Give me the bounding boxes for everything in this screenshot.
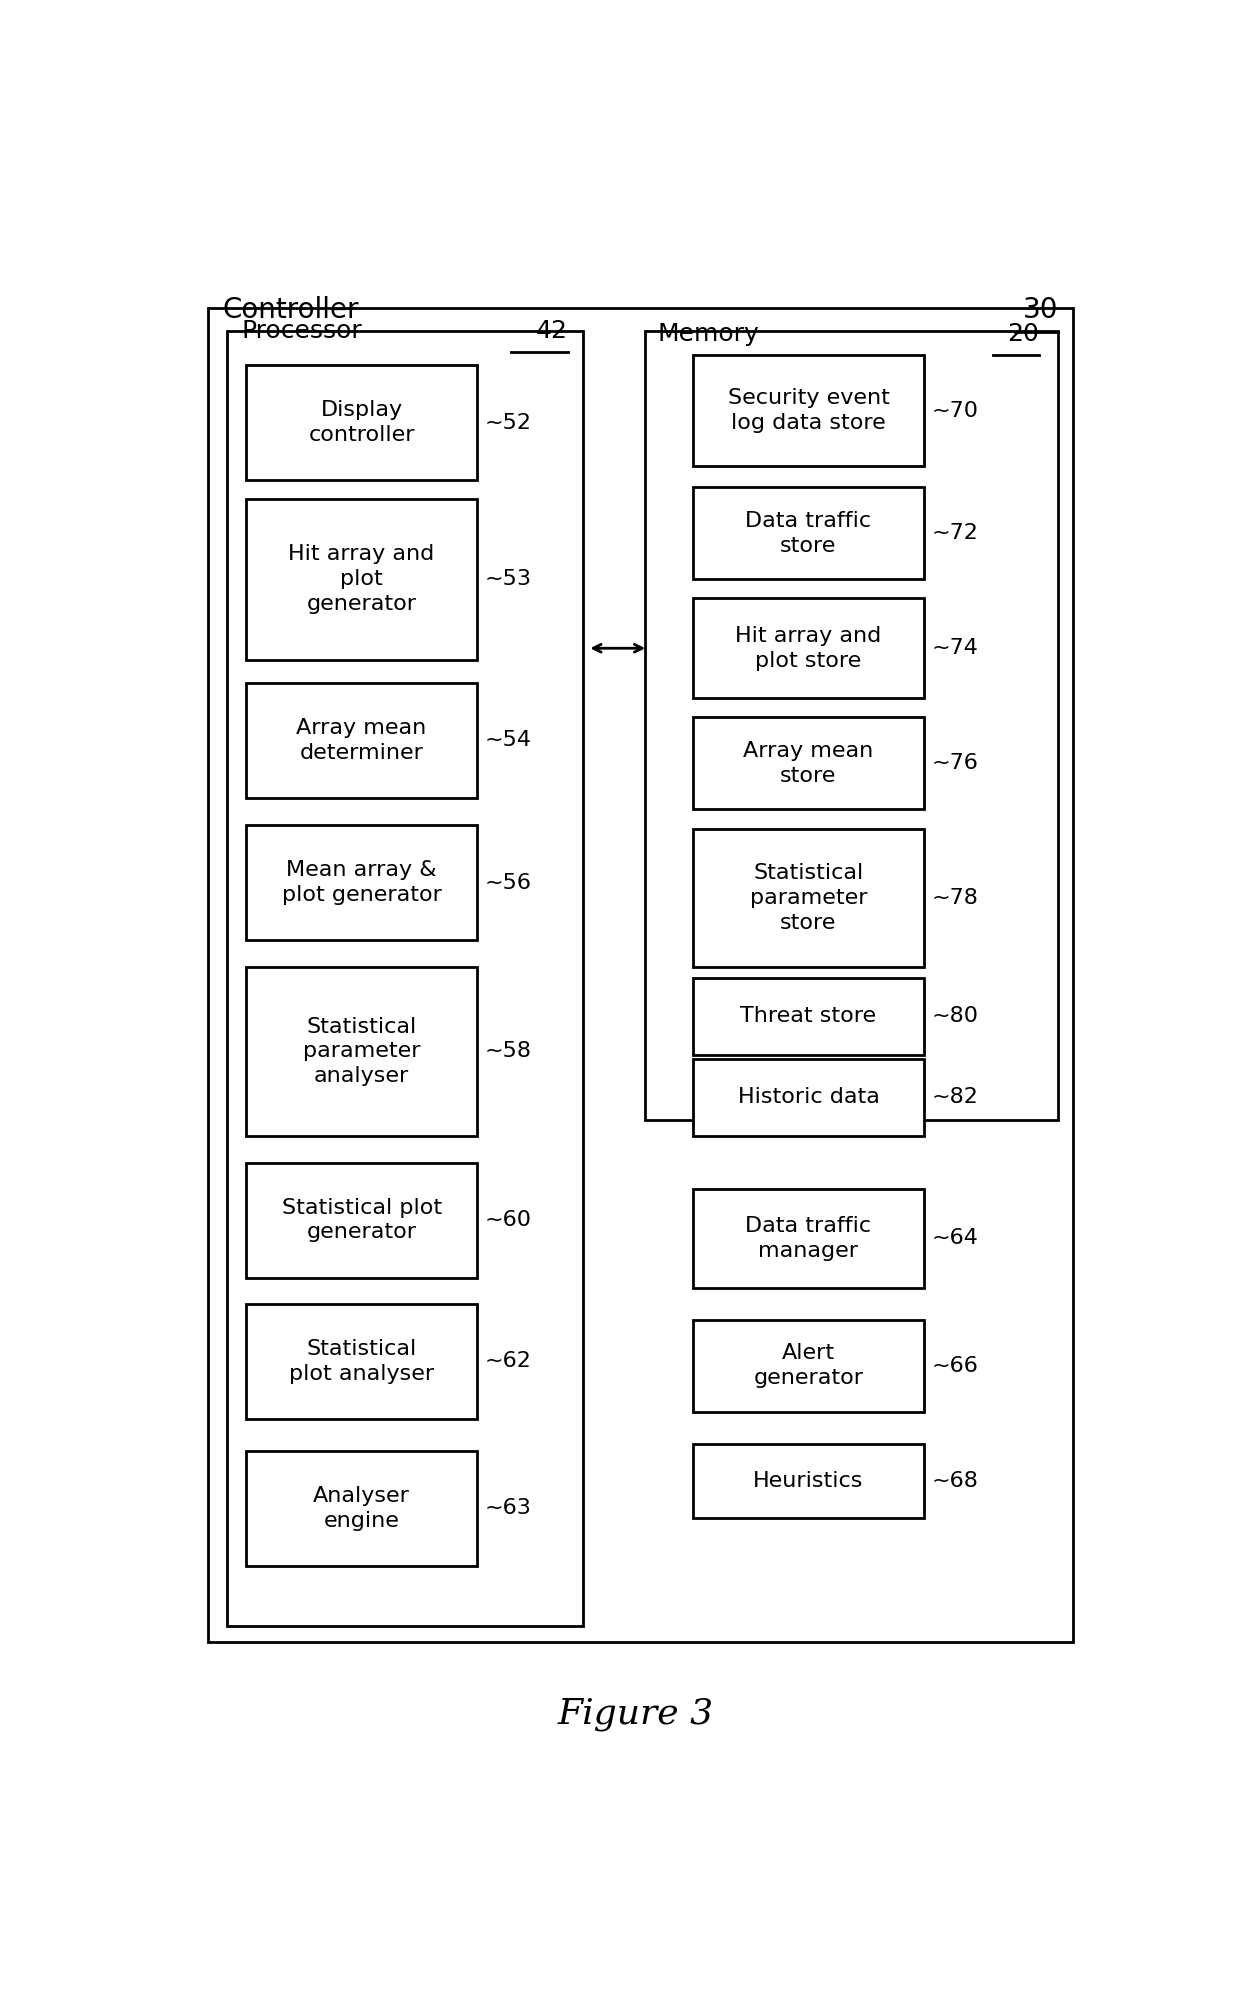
- Text: Controller: Controller: [222, 295, 358, 325]
- Text: Statistical
plot analyser: Statistical plot analyser: [289, 1338, 434, 1384]
- Text: Hit array and
plot store: Hit array and plot store: [735, 625, 882, 671]
- Text: Heuristics: Heuristics: [753, 1471, 864, 1491]
- Bar: [208, 309, 1073, 1643]
- Bar: [693, 488, 924, 579]
- Text: Alert
generator: Alert generator: [754, 1344, 863, 1388]
- Bar: [693, 599, 924, 699]
- Bar: [247, 1451, 477, 1565]
- Bar: [693, 1059, 924, 1135]
- Text: ~72: ~72: [931, 524, 978, 544]
- Text: Array mean
store: Array mean store: [743, 741, 874, 786]
- Text: Memory: Memory: [657, 323, 759, 346]
- Text: ~76: ~76: [931, 753, 978, 773]
- Text: Mean array &
plot generator: Mean array & plot generator: [281, 860, 441, 906]
- Text: ~70: ~70: [931, 400, 978, 420]
- Text: Historic data: Historic data: [738, 1087, 879, 1107]
- Text: Data traffic
manager: Data traffic manager: [745, 1217, 872, 1260]
- Bar: [693, 717, 924, 808]
- Text: ~66: ~66: [931, 1356, 978, 1376]
- Bar: [693, 356, 924, 466]
- Text: ~52: ~52: [485, 412, 532, 432]
- Text: Array mean
determiner: Array mean determiner: [296, 719, 427, 763]
- Text: ~78: ~78: [931, 888, 978, 908]
- Bar: [247, 500, 477, 659]
- Text: 30: 30: [1023, 295, 1058, 325]
- Bar: [693, 1189, 924, 1288]
- Text: Statistical plot
generator: Statistical plot generator: [281, 1199, 441, 1242]
- Text: Analyser
engine: Analyser engine: [314, 1485, 410, 1531]
- Bar: [693, 1443, 924, 1517]
- Bar: [247, 366, 477, 480]
- Text: ~68: ~68: [931, 1471, 978, 1491]
- Bar: [693, 978, 924, 1055]
- Text: Statistical
parameter
analyser: Statistical parameter analyser: [303, 1017, 420, 1087]
- Bar: [227, 331, 583, 1627]
- Text: 20: 20: [1007, 323, 1039, 346]
- Text: ~64: ~64: [931, 1228, 978, 1248]
- Text: ~53: ~53: [485, 569, 532, 589]
- Text: ~60: ~60: [485, 1211, 532, 1230]
- Bar: [693, 1320, 924, 1412]
- Text: ~56: ~56: [485, 872, 532, 892]
- Text: ~74: ~74: [931, 639, 978, 659]
- Text: Hit array and
plot
generator: Hit array and plot generator: [289, 544, 435, 613]
- Bar: [645, 331, 1058, 1121]
- Text: 42: 42: [536, 319, 568, 342]
- Bar: [247, 968, 477, 1135]
- Text: ~58: ~58: [485, 1041, 532, 1061]
- Bar: [693, 828, 924, 968]
- Text: ~54: ~54: [485, 731, 532, 751]
- Bar: [247, 1163, 477, 1278]
- Text: Processor: Processor: [242, 319, 362, 342]
- Bar: [247, 826, 477, 940]
- Text: ~62: ~62: [485, 1352, 532, 1372]
- Text: Display
controller: Display controller: [309, 400, 415, 446]
- Text: ~82: ~82: [931, 1087, 978, 1107]
- Bar: [247, 683, 477, 798]
- Text: ~80: ~80: [931, 1005, 978, 1025]
- Bar: [247, 1304, 477, 1420]
- Text: ~63: ~63: [485, 1499, 532, 1519]
- Text: Threat store: Threat store: [740, 1005, 877, 1025]
- Text: Figure 3: Figure 3: [558, 1696, 713, 1730]
- Text: Data traffic
store: Data traffic store: [745, 512, 872, 555]
- Text: Security event
log data store: Security event log data store: [728, 388, 889, 432]
- Text: Statistical
parameter
store: Statistical parameter store: [750, 864, 867, 934]
